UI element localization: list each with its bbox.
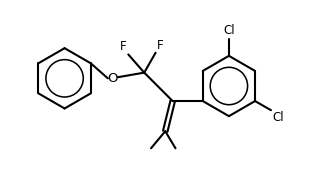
Text: Cl: Cl xyxy=(273,111,284,124)
Text: O: O xyxy=(108,72,118,85)
Text: F: F xyxy=(157,39,164,52)
Text: Cl: Cl xyxy=(223,24,235,37)
Text: F: F xyxy=(120,40,127,53)
